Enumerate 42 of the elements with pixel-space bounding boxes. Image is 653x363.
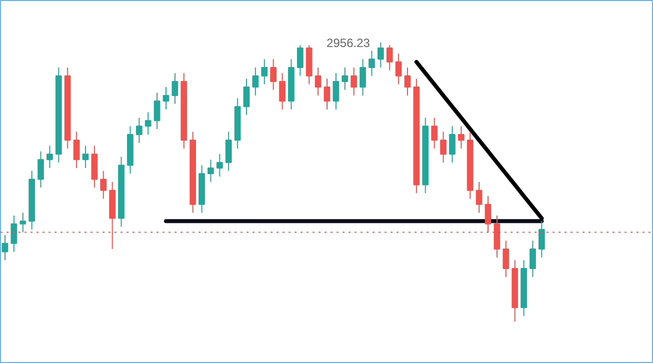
candlestick — [20, 212, 26, 233]
candlestick — [368, 50, 375, 76]
candlestick — [100, 170, 107, 200]
candlestick — [332, 72, 340, 110]
candlestick — [144, 112, 152, 136]
candlestick — [154, 92, 160, 130]
candlestick — [395, 53, 402, 85]
candlestick — [314, 67, 322, 96]
candlestick — [82, 145, 89, 169]
candlestick — [296, 44, 304, 76]
candlestick — [538, 220, 545, 258]
candlestick — [431, 117, 438, 149]
candlestick — [270, 58, 277, 90]
candlestick — [208, 159, 214, 182]
candlestick — [2, 234, 8, 261]
candlestick — [225, 131, 232, 172]
candlestick — [10, 215, 18, 252]
candlestick — [38, 150, 44, 188]
candlestick — [216, 154, 223, 177]
candlestick — [243, 78, 250, 116]
candlestick — [449, 126, 456, 163]
candlestick — [162, 86, 170, 110]
candlestick — [360, 58, 366, 96]
candlestick — [386, 44, 393, 71]
candlestick — [252, 67, 259, 96]
candlestick — [172, 72, 178, 104]
candlestick — [46, 145, 53, 169]
candlestick — [73, 131, 80, 169]
candlestick — [404, 67, 411, 96]
candlestick — [476, 182, 482, 214]
candlestick — [136, 117, 142, 144]
candlestick — [324, 78, 330, 110]
candlestick — [350, 67, 358, 96]
annotation: 2956.23 — [326, 36, 370, 50]
candlestick — [440, 131, 446, 163]
candlestick — [502, 240, 510, 278]
candlestick — [458, 126, 464, 149]
candlestick — [279, 72, 286, 110]
candlestick — [377, 42, 384, 68]
candlestick — [261, 58, 268, 85]
candlestick — [530, 240, 536, 278]
candlestick — [342, 67, 348, 90]
